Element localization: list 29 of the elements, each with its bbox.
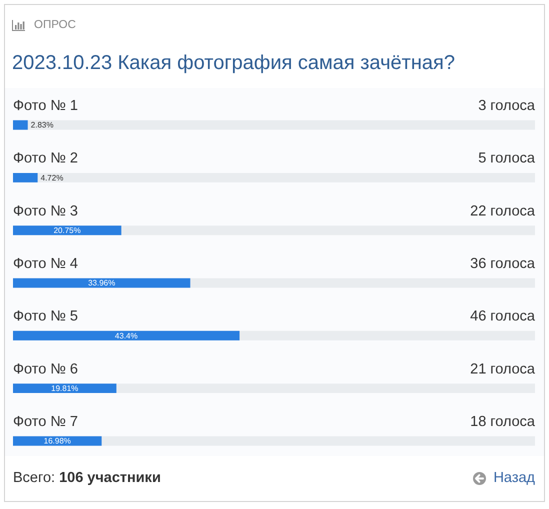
- y-tick-label: Фото № 3: [13, 203, 78, 220]
- text: ОПРОС: [34, 18, 76, 32]
- data-label: 19.81%: [51, 384, 78, 394]
- bar: [13, 226, 122, 236]
- data-label: 4.72%: [40, 173, 64, 182]
- bar: [13, 172, 38, 182]
- bar: [13, 384, 116, 394]
- y-tick-label: Фото № 7: [13, 414, 78, 430]
- data-label: 43.4%: [114, 331, 138, 340]
- annotation: 5 голоса: [478, 150, 536, 167]
- text: Назад: [493, 469, 535, 487]
- y-tick-label: Фото № 2: [13, 150, 78, 167]
- annotation: 21 голоса: [470, 361, 536, 378]
- data-label: 20.75%: [54, 226, 81, 236]
- annotation: 36 голоса: [470, 256, 536, 272]
- annotation: 3 голоса: [478, 98, 536, 114]
- data-label: 2.83%: [30, 120, 54, 130]
- text: Всего: 106 участники: [13, 469, 161, 487]
- annotation: 46 голоса: [470, 308, 536, 325]
- bar: [13, 120, 28, 130]
- chart-title: 2023.10.23 Какая фотография самая зачётная?: [12, 51, 455, 76]
- y-tick-label: Фото № 1: [13, 98, 78, 114]
- annotation: 18 голоса: [470, 414, 536, 430]
- y-tick-label: Фото № 6: [13, 361, 78, 378]
- data-label: 33.96%: [88, 278, 116, 288]
- data-label: 16.98%: [44, 436, 71, 446]
- y-tick-label: Фото № 5: [13, 308, 78, 325]
- y-tick-label: Фото № 4: [13, 256, 78, 272]
- annotation: 22 голоса: [470, 203, 536, 220]
